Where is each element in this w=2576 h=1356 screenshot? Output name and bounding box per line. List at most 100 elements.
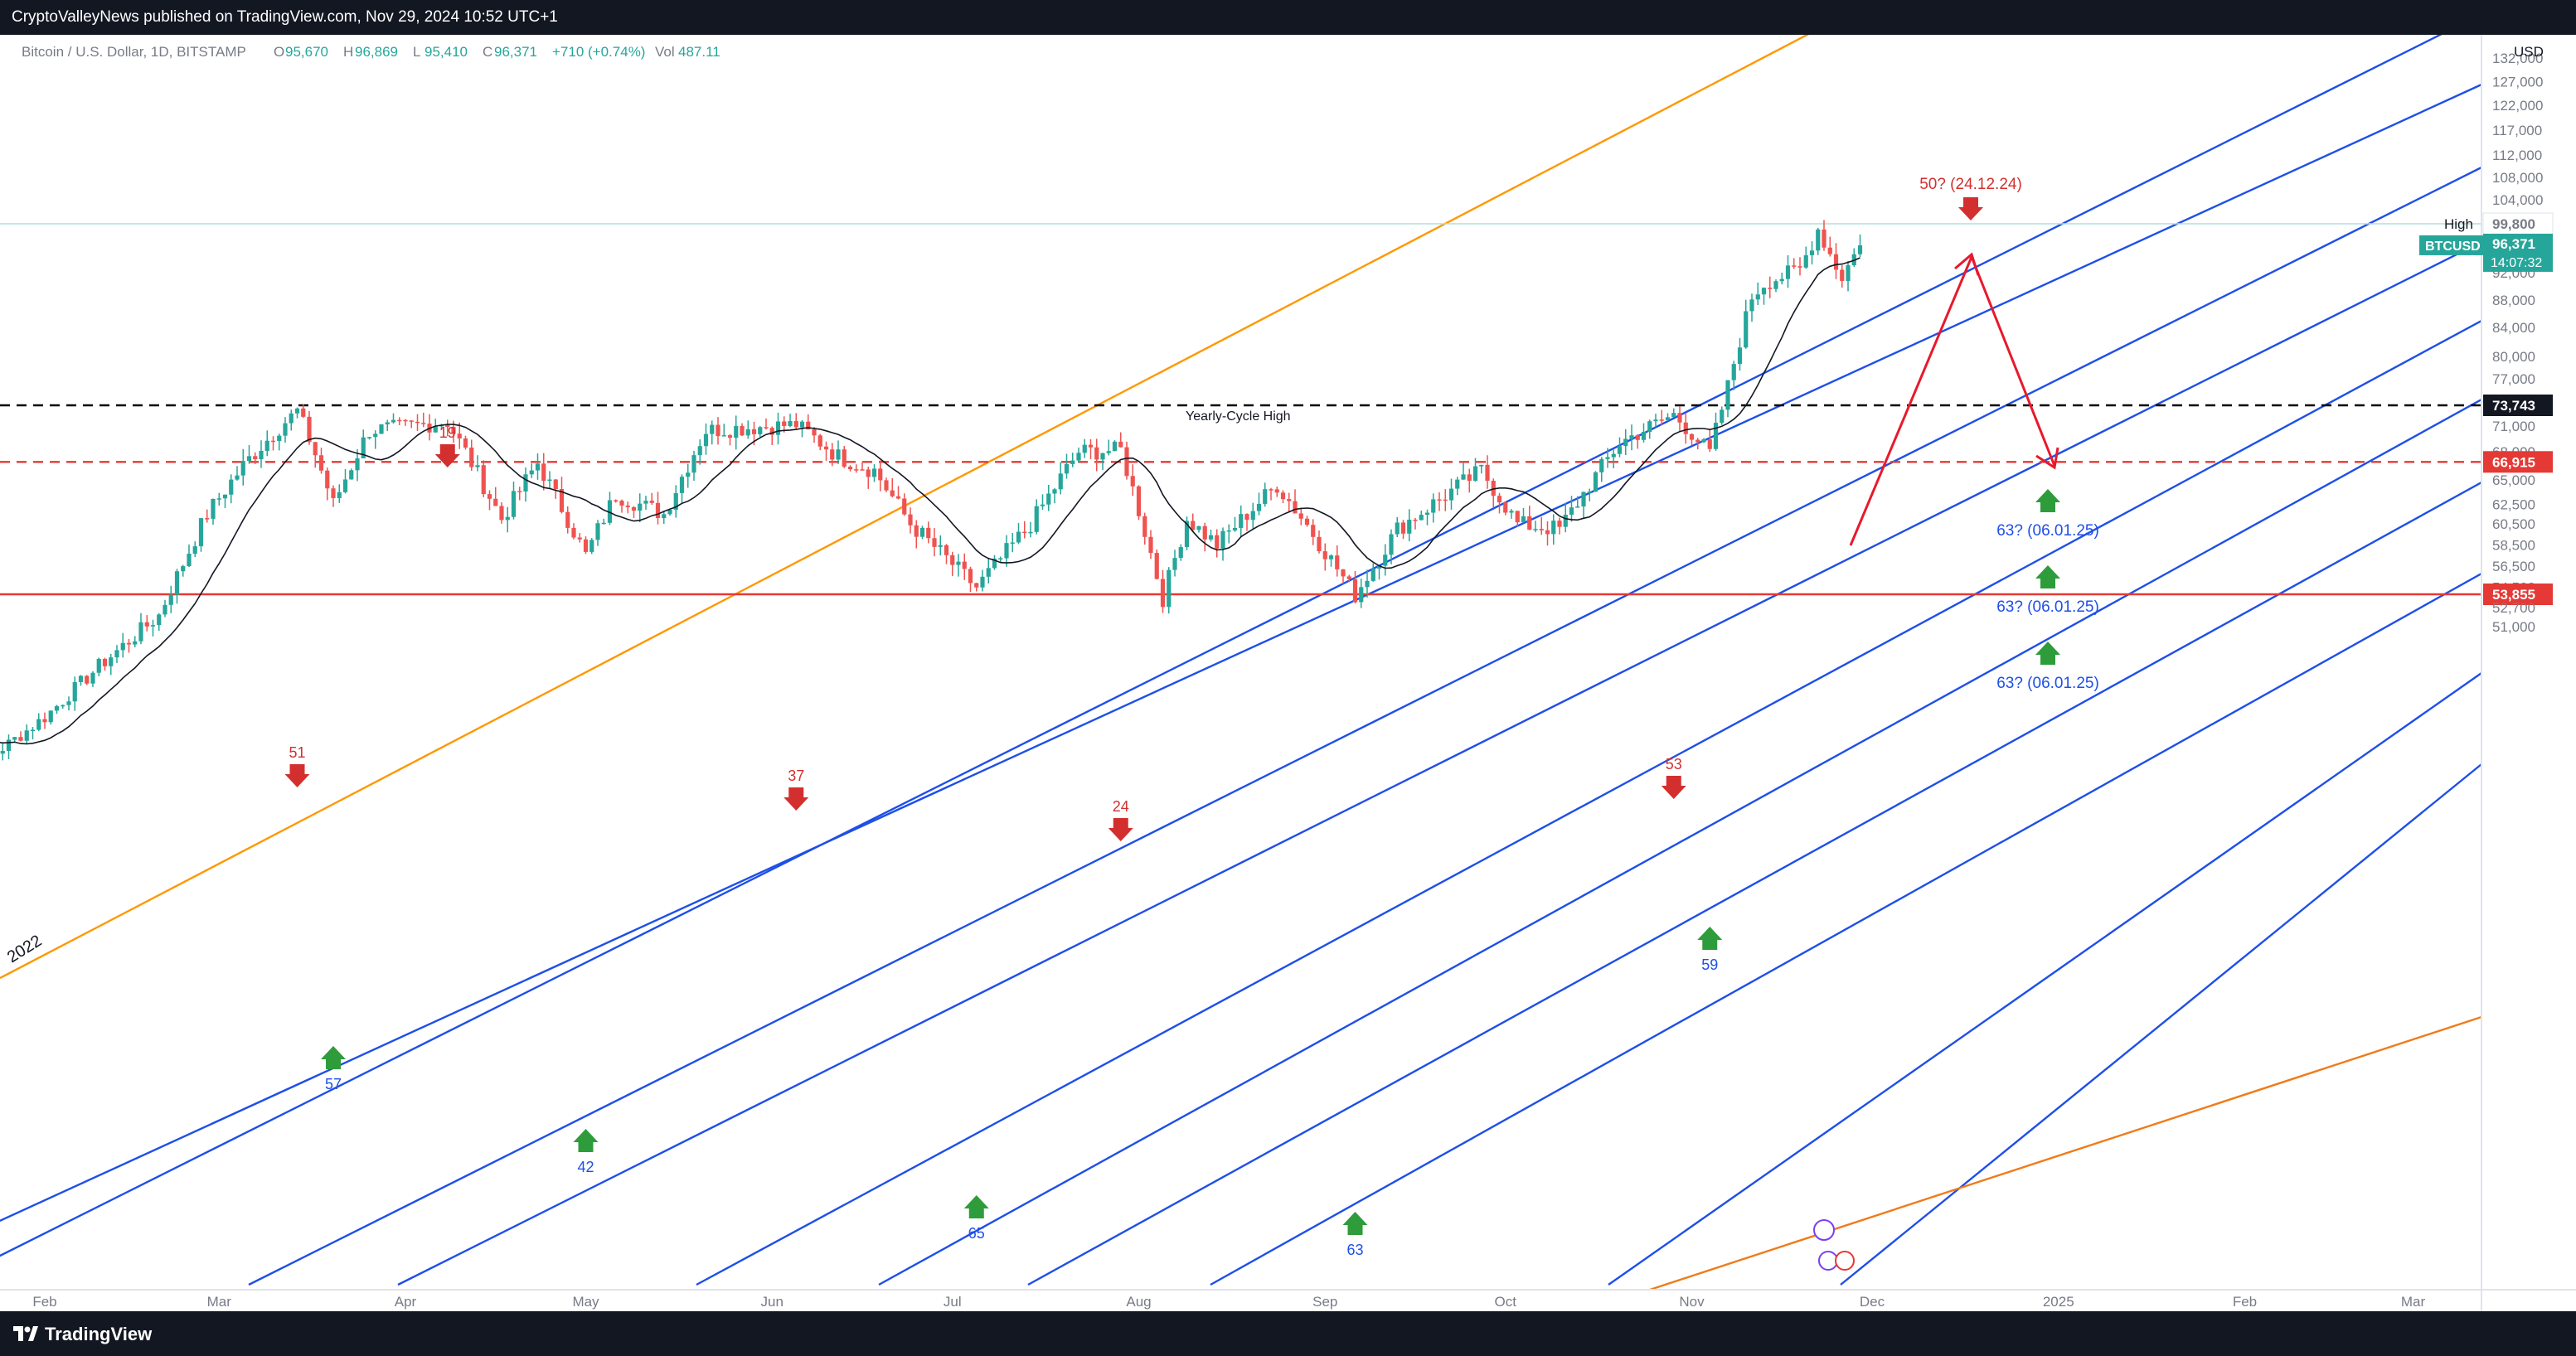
candle [1160,569,1166,613]
candle-body [235,475,240,480]
candle [1731,361,1736,390]
candle-body [133,641,138,645]
y-tick-label: 65,000 [2492,472,2535,488]
candle [871,464,877,482]
candle [643,496,648,511]
candle [631,506,637,518]
y-tick-label: 88,000 [2492,293,2535,308]
cycle-top-arrow-icon [1108,818,1133,841]
candle-body [36,719,41,730]
candle [187,544,192,568]
candle-body [24,730,29,741]
candle-body [1196,525,1201,530]
candle-body [895,496,901,499]
cycle-bottom-label: 63 [1346,1242,1363,1258]
candle [1052,487,1057,504]
candle [1370,563,1375,582]
candle-body [1539,529,1544,530]
brand-name: TradingView [45,1324,153,1344]
candle-body [1346,576,1351,579]
chart-area[interactable]: Yearly-Cycle High 2022 51 57 19 42 37 65 24 63 53 5… [0,35,2576,1311]
candle [932,528,937,557]
cycle-bottom-arrow-icon [1342,1212,1368,1235]
candle [18,731,23,742]
candle [1713,412,1719,451]
candle [716,417,720,445]
candle [66,696,71,711]
candle-body [1256,503,1262,511]
candle [1792,258,1797,269]
candle-body [745,429,750,436]
candle-body [1701,438,1706,443]
last-price-value: 96,371 [2492,236,2535,252]
btc-chart[interactable]: Yearly-Cycle High20225157194237652463535… [0,35,2576,1311]
cycle-bottom-arrow-icon [1697,927,1723,950]
candle-body [1226,530,1231,532]
candle [1239,505,1244,537]
candle [1322,543,1327,571]
candle [1749,293,1754,322]
candle-body [1761,288,1767,295]
candle [986,557,991,584]
candle [1593,471,1598,492]
candle [1581,492,1586,518]
candle [120,632,125,658]
candle [78,675,84,686]
candle-body [649,501,654,503]
x-tick-label: Sep [1312,1294,1337,1310]
candle [211,498,216,525]
candle-body [337,492,342,498]
candle-body [1298,513,1303,519]
candle [1623,429,1628,456]
candle-body [932,538,937,547]
candle [1641,423,1647,443]
candle [361,429,366,459]
candle-body [860,469,865,471]
candle-body [1569,507,1574,516]
candle [421,412,426,428]
candle [1725,380,1730,418]
candle-body [294,408,300,414]
candle [1058,462,1063,495]
candle-body [1004,543,1009,559]
candle [163,599,167,617]
candle [962,553,967,580]
y-tick-label: 117,000 [2492,123,2542,138]
candle-body [391,419,396,423]
x-tick-label: Oct [1495,1294,1517,1310]
candle-body [433,426,438,433]
channel-line-4 [696,319,2481,1286]
candle-body [1689,433,1695,440]
candle [157,613,162,632]
candle-body [174,571,180,595]
candle-body [1472,466,1478,482]
candle [535,453,541,480]
candle-body [944,545,949,555]
candle-body [812,429,817,436]
candle-body [205,518,210,520]
candle [1389,529,1394,564]
candle-body [1274,489,1279,493]
y-tick-label: 122,000 [2492,98,2543,114]
candle [216,492,221,506]
candle-body [1359,587,1364,603]
candle [740,423,745,437]
candle [445,419,450,437]
candle [1479,464,1484,474]
candle-body [1130,476,1135,487]
candle [355,448,360,482]
candle [938,535,943,556]
candle-body [1846,265,1851,281]
currency-label[interactable]: USD [2514,44,2544,60]
candle [481,460,486,497]
y-tick-label: 132,000 [2492,51,2543,66]
candle [1521,507,1526,523]
candle-body [1707,438,1712,449]
candle-body [823,446,829,450]
candle [1094,438,1099,472]
candle [366,436,372,440]
candle [1785,254,1791,288]
candle-body [1136,486,1142,516]
candle [1773,279,1778,293]
candle-body [1792,265,1797,267]
